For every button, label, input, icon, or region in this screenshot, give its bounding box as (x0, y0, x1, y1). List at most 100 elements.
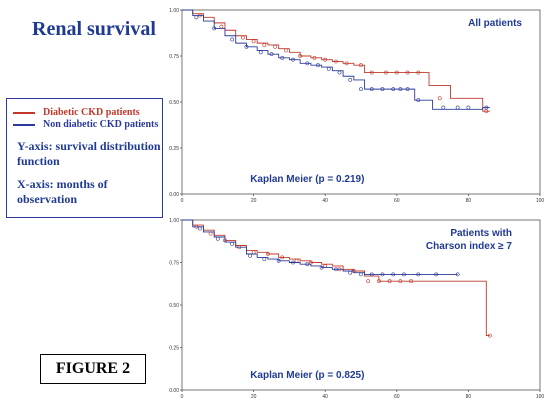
censor-mark-series-1 (441, 105, 446, 110)
censor-mark-series-1 (402, 272, 406, 277)
censor-mark-series-1 (230, 37, 235, 42)
censor-mark-series-1 (398, 87, 403, 92)
censor-mark-series-0 (334, 59, 338, 64)
censor-mark-series-0 (251, 39, 256, 44)
censor-mark-series-1 (276, 258, 281, 263)
censor-mark-series-1 (391, 87, 396, 92)
y-tick-label: 0.25 (169, 146, 179, 152)
censor-mark-series-1 (405, 87, 410, 92)
censor-mark-series-0 (387, 279, 392, 284)
legend-label-diabetic: Diabetic CKD patients (43, 107, 140, 118)
censor-mark-series-0 (359, 63, 363, 68)
censor-mark-series-1 (269, 52, 274, 57)
censor-mark-series-1 (305, 61, 310, 66)
x-tick-label: 80 (466, 198, 472, 204)
x-tick-label: 20 (251, 394, 257, 400)
plot-frame (181, 9, 541, 195)
censor-mark-series-1 (291, 57, 295, 62)
censor-mark-series-1 (416, 98, 421, 103)
censor-mark-series-1 (369, 87, 374, 92)
censor-mark-series-1 (258, 50, 263, 55)
censor-mark-series-0 (312, 55, 317, 60)
y-tick-label: 0.00 (169, 192, 179, 198)
censor-mark-series-1 (244, 44, 249, 49)
legend-swatch-diabetic (13, 112, 35, 114)
censor-mark-series-0 (240, 35, 245, 40)
censor-mark-series-0 (416, 70, 421, 75)
censor-mark-series-1 (359, 87, 363, 92)
x-tick-label: 100 (536, 394, 545, 400)
y-tick-label: 1.00 (169, 8, 179, 14)
y-tick-label: 1.00 (169, 218, 179, 224)
censor-mark-series-1 (455, 272, 460, 277)
censor-mark-series-1 (455, 105, 460, 110)
censor-mark-series-1 (337, 70, 342, 75)
censor-mark-series-1 (359, 272, 363, 277)
x-tick-label: 40 (322, 394, 328, 400)
panel-title: Charson index ≥ 7 (426, 241, 513, 252)
censor-mark-series-1 (380, 272, 385, 277)
x-tick-label: 60 (394, 394, 400, 400)
censor-mark-series-1 (391, 272, 396, 277)
chart-charson-index: 0.00 0.25 0.50 0.75 1.00 0 20 40 60 80 100 Patients… (169, 218, 545, 400)
censor-mark-series-1 (305, 262, 310, 267)
slide-title: Renal survival (32, 18, 156, 40)
censor-mark-series-1 (262, 257, 267, 262)
censor-mark-series-1 (197, 226, 202, 231)
censor-mark-series-1 (291, 260, 295, 265)
censor-mark-series-0 (369, 70, 374, 75)
y-tick-label: 0.75 (169, 261, 179, 267)
panel-title: All patients (468, 18, 522, 29)
censor-mark-series-1 (369, 272, 374, 277)
censor-mark-series-0 (344, 61, 349, 66)
km-annotation: Kaplan Meier (p = 0.825) (250, 370, 364, 381)
x-tick-label: 100 (536, 198, 545, 204)
censor-mark-series-1 (434, 272, 439, 277)
censor-mark-series-1 (348, 78, 353, 82)
y-tick-label: 0.75 (169, 54, 179, 60)
x-tick-label: 0 (181, 198, 184, 204)
censor-mark-series-0 (323, 57, 328, 62)
censor-mark-series-0 (298, 54, 303, 58)
panel-title: Patients with (450, 228, 512, 239)
censor-mark-series-1 (416, 272, 421, 277)
censor-mark-series-1 (484, 105, 489, 110)
km-curve-series-1 (182, 9, 490, 110)
x-tick-label: 20 (251, 198, 257, 204)
censor-mark-series-1 (466, 105, 471, 110)
censor-mark-series-1 (215, 236, 220, 241)
censor-mark-series-1 (248, 253, 252, 258)
y-axis-note: Y-axis: survival distribution function (17, 139, 161, 168)
censor-mark-series-0 (266, 252, 270, 256)
x-tick-label: 0 (181, 394, 184, 400)
km-curve-series-1 (182, 219, 458, 275)
legend-box: Diabetic CKD patients Non diabetic CKD p… (6, 98, 163, 218)
censor-mark-series-0 (376, 279, 381, 284)
censor-mark-series-0 (280, 255, 285, 260)
censor-mark-series-1 (230, 241, 235, 246)
censor-mark-series-0 (405, 70, 410, 75)
censor-mark-series-1 (380, 87, 385, 92)
censor-mark-series-1 (334, 267, 338, 272)
censor-mark-series-0 (273, 44, 277, 49)
x-tick-label: 40 (322, 198, 328, 204)
censor-mark-series-0 (487, 333, 492, 338)
censor-mark-series-0 (409, 279, 414, 284)
chart-all-patients: 0.00 0.25 0.50 0.75 1.00 0 20 40 60 80 100 All pati… (169, 8, 545, 204)
censor-mark-series-1 (280, 55, 285, 60)
x-tick-label: 80 (466, 394, 472, 400)
censor-mark-series-0 (262, 43, 267, 47)
y-tick-label: 0.00 (169, 388, 179, 394)
censor-mark-series-1 (326, 66, 331, 71)
km-annotation: Kaplan Meier (p = 0.219) (250, 174, 364, 185)
censor-mark-series-1 (316, 63, 320, 68)
legend-label-nondiabetic: Non diabetic CKD patients (43, 119, 159, 130)
censor-mark-series-0 (398, 279, 403, 284)
legend-swatch-nondiabetic (13, 124, 35, 126)
plot-frame (181, 219, 541, 391)
censor-mark-series-1 (319, 265, 324, 270)
censor-mark-series-0 (366, 279, 371, 284)
figure-label: FIGURE 2 (40, 354, 146, 384)
censor-mark-series-0 (283, 48, 288, 53)
censor-mark-series-1 (194, 15, 199, 20)
